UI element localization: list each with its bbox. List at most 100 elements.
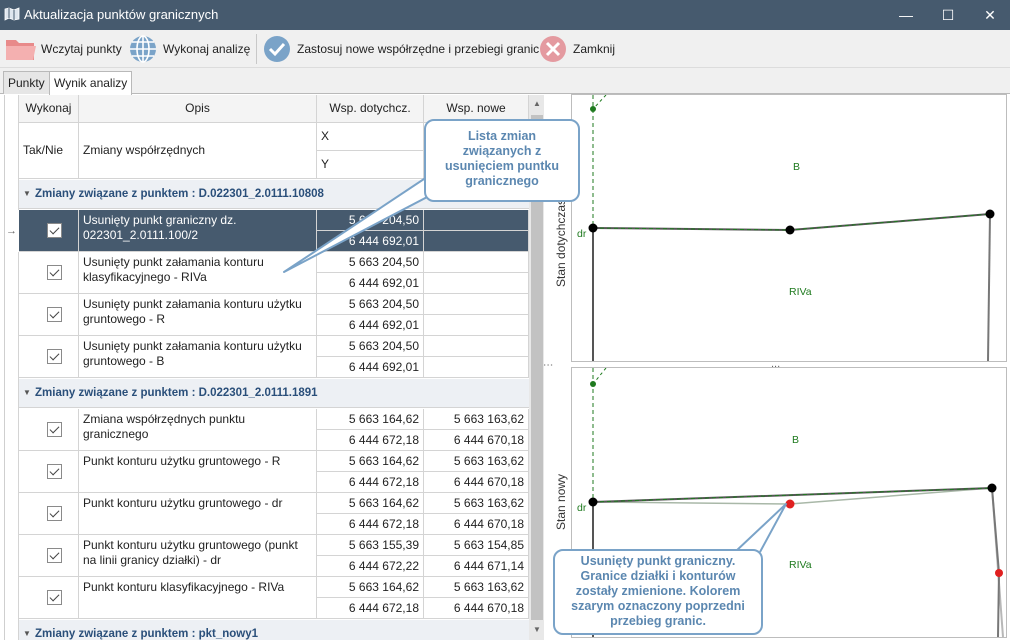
cell-x-new[interactable] <box>424 336 529 357</box>
cell-x-old[interactable]: 5 663 164,62 <box>317 577 424 598</box>
group-header[interactable]: ▼ Zmiany związane z punktem : pkt_nowy1 <box>19 620 529 640</box>
cell-x-new[interactable]: 5 663 163,62 <box>424 577 529 598</box>
checkbox[interactable] <box>47 349 62 364</box>
table-row-description[interactable]: Punkt konturu klasyfikacyjnego - RIVa <box>79 577 317 619</box>
cell-y-old[interactable]: 6 444 672,22 <box>317 556 424 577</box>
apply-coordinates-label: Zastosuj nowe współrzędne i przebiegi gr… <box>297 42 540 56</box>
cell-x-new[interactable]: 5 663 163,62 <box>424 409 529 430</box>
header-description[interactable]: Opis <box>79 95 317 123</box>
header-coord-old[interactable]: Wsp. dotychcz. <box>317 95 424 123</box>
table-row-description[interactable]: Punkt konturu użytku gruntowego - R <box>79 451 317 493</box>
scroll-thumb[interactable] <box>531 115 543 620</box>
table-row-checkbox-cell[interactable] <box>19 294 79 336</box>
table-row-description[interactable]: Usunięty punkt załamania konturu użytku … <box>79 336 317 378</box>
point-marker[interactable] <box>590 381 596 387</box>
table-row-description[interactable]: Punkt konturu użytku gruntowego (punkt n… <box>79 535 317 577</box>
group-title: Zmiany związane z punktem : D.022301_2.0… <box>35 188 324 200</box>
cell-x-new[interactable] <box>424 210 529 231</box>
close-window-button[interactable]: ✕ <box>984 7 996 23</box>
table-row-checkbox-cell[interactable] <box>19 535 79 577</box>
map-current <box>588 94 995 362</box>
checkbox[interactable] <box>47 422 62 437</box>
tab-points[interactable]: Punkty <box>3 71 50 94</box>
cell-y-old[interactable]: 6 444 692,01 <box>317 315 424 336</box>
cell-x-new[interactable]: 5 663 163,62 <box>424 493 529 514</box>
cell-y-new[interactable] <box>424 273 529 294</box>
map-icon <box>4 7 20 21</box>
table-row-checkbox-cell[interactable] <box>19 252 79 294</box>
check-circle-icon <box>264 36 290 62</box>
cell-y-new[interactable] <box>424 315 529 336</box>
analysis-grid: Wykonaj Opis Wsp. dotychcz. Wsp. nowe Ta… <box>4 95 544 640</box>
cell-x-old[interactable]: 5 663 164,62 <box>317 493 424 514</box>
point-marker[interactable] <box>987 483 997 493</box>
point-marker[interactable] <box>785 225 795 235</box>
table-row-checkbox-cell[interactable] <box>19 210 79 252</box>
checkbox[interactable] <box>47 506 62 521</box>
cell-x-old[interactable]: 5 663 155,39 <box>317 535 424 556</box>
cell-y-new[interactable] <box>424 231 529 252</box>
cell-y-new[interactable] <box>424 357 529 378</box>
checkbox[interactable] <box>47 548 62 563</box>
cell-x-old[interactable]: 5 663 164,62 <box>317 409 424 430</box>
point-marker[interactable] <box>588 497 598 507</box>
removed-point-marker[interactable] <box>785 499 795 509</box>
header-execute[interactable]: Wykonaj <box>19 95 79 123</box>
header-y: Y <box>317 151 424 179</box>
load-points-button[interactable]: Wczytaj punkty <box>4 32 122 66</box>
header-coord-new[interactable]: Wsp. nowe <box>424 95 529 123</box>
cell-y-new[interactable]: 6 444 671,14 <box>424 556 529 577</box>
plot-current-state[interactable]: B RIVa dr <box>571 94 1007 362</box>
checkbox[interactable] <box>47 590 62 605</box>
cell-x-new[interactable]: 5 663 163,62 <box>424 451 529 472</box>
cell-y-new[interactable]: 6 444 670,18 <box>424 430 529 451</box>
cell-x-old[interactable]: 5 663 204,50 <box>317 252 424 273</box>
table-row-description[interactable]: Usunięty punkt graniczny dz. 022301_2.01… <box>79 210 317 252</box>
cell-y-old[interactable]: 6 444 672,18 <box>317 472 424 493</box>
checkbox[interactable] <box>47 223 62 238</box>
cell-x-new[interactable] <box>424 294 529 315</box>
cell-y-old[interactable]: 6 444 692,01 <box>317 357 424 378</box>
cell-y-old[interactable]: 6 444 672,18 <box>317 430 424 451</box>
checkbox[interactable] <box>47 307 62 322</box>
minimize-button[interactable]: — <box>899 7 913 23</box>
table-row-description[interactable]: Usunięty punkt załamania konturu użytku … <box>79 294 317 336</box>
point-marker[interactable] <box>588 223 598 233</box>
table-row-checkbox-cell[interactable] <box>19 451 79 493</box>
cell-x-old[interactable]: 5 663 164,62 <box>317 451 424 472</box>
table-row-description[interactable]: Punkt konturu użytku gruntowego - dr <box>79 493 317 535</box>
vertical-splitter-grip[interactable]: ⋮ <box>542 360 553 370</box>
point-marker[interactable] <box>590 106 596 112</box>
run-analysis-label: Wykonaj analizę <box>163 42 251 56</box>
cell-y-new[interactable]: 6 444 670,18 <box>424 472 529 493</box>
cell-x-old[interactable]: 5 663 204,50 <box>317 294 424 315</box>
scroll-up-icon[interactable]: ▲ <box>533 99 541 108</box>
cell-y-old[interactable]: 6 444 672,18 <box>317 514 424 535</box>
cell-x-new[interactable] <box>424 252 529 273</box>
cell-y-new[interactable]: 6 444 670,18 <box>424 514 529 535</box>
scroll-down-icon[interactable]: ▼ <box>533 625 541 634</box>
maximize-button[interactable]: ☐ <box>941 7 955 23</box>
cell-x-old[interactable]: 5 663 204,50 <box>317 336 424 357</box>
table-row-checkbox-cell[interactable] <box>19 577 79 619</box>
table-row-checkbox-cell[interactable] <box>19 493 79 535</box>
checkbox[interactable] <box>47 265 62 280</box>
table-row-description[interactable]: Zmiana współrzędnych punktu granicznego <box>79 409 317 451</box>
cell-y-old[interactable]: 6 444 672,18 <box>317 598 424 619</box>
checkbox[interactable] <box>47 464 62 479</box>
table-row-description[interactable]: Usunięty punkt załamania konturu klasyfi… <box>79 252 317 294</box>
vertical-scrollbar[interactable]: ▲ ▼ <box>529 95 544 640</box>
horizontal-splitter-grip[interactable]: ... <box>771 358 781 370</box>
close-button[interactable]: Zamknij <box>536 32 615 66</box>
apply-coordinates-button[interactable]: Zastosuj nowe współrzędne i przebiegi gr… <box>260 32 539 66</box>
removed-point-marker[interactable] <box>995 569 1003 577</box>
table-row-checkbox-cell[interactable] <box>19 336 79 378</box>
cell-y-new[interactable]: 6 444 670,18 <box>424 598 529 619</box>
cell-y-old[interactable]: 6 444 692,01 <box>317 273 424 294</box>
group-header[interactable]: ▼ Zmiany związane z punktem : D.022301_2… <box>19 379 529 408</box>
cell-x-new[interactable]: 5 663 154,85 <box>424 535 529 556</box>
point-marker[interactable] <box>985 209 995 219</box>
run-analysis-button[interactable]: Wykonaj analizę <box>126 32 250 66</box>
tab-analysis-result[interactable]: Wynik analizy <box>49 71 133 95</box>
table-row-checkbox-cell[interactable] <box>19 409 79 451</box>
